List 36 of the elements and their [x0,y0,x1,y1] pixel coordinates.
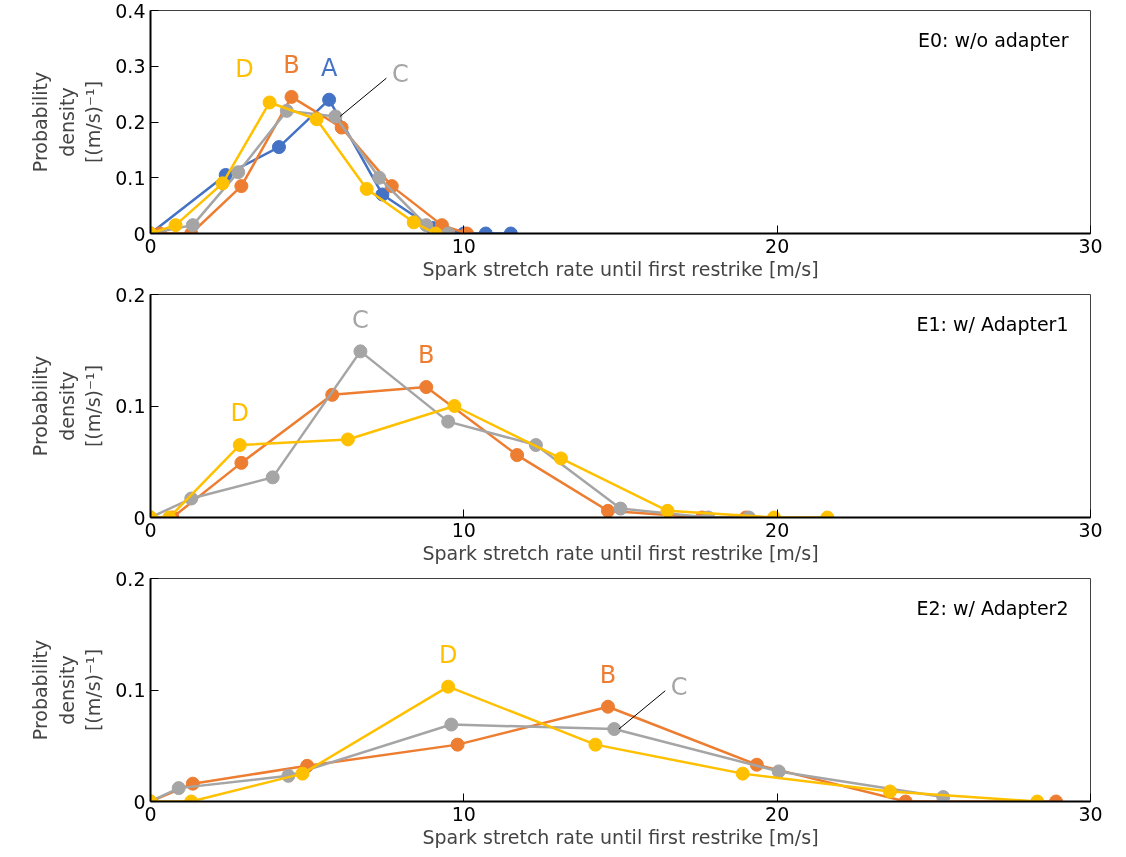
y-axis-title: Probability density [(m/s)⁻¹] [29,355,105,457]
y-tick-label: 0.2 [115,567,146,590]
y-tick-label: 0.2 [115,283,146,306]
annotation: B [283,51,300,80]
x-tick-label: 30 [1078,234,1103,257]
x-tick-label: 20 [765,518,790,541]
text: E2: w/ Adapter2 [916,596,1069,619]
annotation: C [391,59,409,88]
annotation: A [320,53,338,82]
x-tick-label: 10 [451,234,476,257]
x-axis-title: Spark stretch rate until first restrike [m/s] [422,825,819,848]
annotation: B [599,660,617,689]
annotation: C [670,672,688,701]
x-tick-label: 10 [451,802,476,825]
y-tick-label: 0.1 [115,679,146,701]
y-tick-label: 0.1 [115,395,146,417]
y-axis-title: Probability density [(m/s)⁻¹] [29,639,105,741]
annotation: B [418,341,435,370]
x-tick-label: 10 [451,518,476,541]
text: E1: w/ Adapter1 [916,312,1069,335]
x-axis-title: Spark stretch rate until first restrike [m/s] [422,257,819,280]
annotation: D [235,54,254,83]
x-tick-label: 20 [765,234,790,257]
y-tick-label: 0.2 [115,111,146,133]
annotation: D [438,640,458,669]
x-axis-title: Spark stretch rate until first restrike [m/s] [422,541,819,564]
annotation: D [230,399,250,428]
annotation: C [352,305,369,334]
x-tick-label: 30 [1078,518,1103,541]
y-tick-label: 0.4 [115,0,146,22]
x-tick-label: 30 [1078,802,1103,825]
y-tick-label: 0.1 [115,166,146,189]
y-axis-title: Probability density [(m/s)⁻¹] [29,71,105,173]
text: E0: w/o adapter [918,28,1069,51]
x-tick-label: 20 [765,802,790,825]
y-tick-label: 0.3 [115,55,146,78]
